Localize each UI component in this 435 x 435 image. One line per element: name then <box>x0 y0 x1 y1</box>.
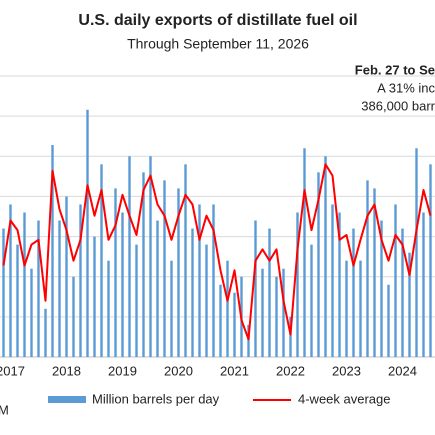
bar <box>170 260 173 357</box>
bar <box>310 244 313 357</box>
bar <box>163 180 166 357</box>
bar <box>289 316 292 357</box>
bar <box>23 212 26 357</box>
x-tick-label: 2023 <box>332 363 361 378</box>
bar <box>373 188 376 357</box>
annotation: Feb. 27 to Se <box>355 62 435 77</box>
bar <box>226 260 229 357</box>
bar <box>366 180 369 357</box>
bar <box>205 244 208 357</box>
bar <box>303 148 306 357</box>
annotation: 386,000 barr <box>361 98 435 113</box>
bar <box>212 204 215 357</box>
legend-swatch <box>48 396 86 403</box>
legend-label: Million barrels per day <box>92 391 220 406</box>
x-tick-label: 2017 <box>0 363 25 378</box>
bar <box>282 268 285 357</box>
bar <box>93 236 96 357</box>
bar <box>100 164 103 357</box>
plot-area: 2017 2018 2019 2020 2021 2022 2023 2024 <box>0 75 435 378</box>
x-tick-label: 2019 <box>108 363 137 378</box>
x-tick-label: 2021 <box>220 363 249 378</box>
bar <box>408 252 411 357</box>
bar <box>107 260 110 357</box>
x-tick-label: 2024 <box>388 363 417 378</box>
bar <box>2 228 5 357</box>
x-tick-label: 2022 <box>276 363 305 378</box>
bar <box>135 244 138 357</box>
bar <box>191 228 194 357</box>
bar <box>58 220 61 357</box>
bar <box>156 220 159 357</box>
bar <box>30 268 33 357</box>
bar <box>359 260 362 357</box>
bar <box>198 204 201 357</box>
bar <box>65 196 68 357</box>
bar <box>9 204 12 357</box>
bar <box>128 156 131 357</box>
chart-subtitle: Through September 11, 2026 <box>127 36 309 52</box>
bar <box>429 164 432 357</box>
annotation: A 31% inc <box>377 80 435 95</box>
bar <box>177 188 180 357</box>
bar <box>233 292 236 357</box>
chart-title: U.S. daily exports of distillate fuel oi… <box>78 12 357 29</box>
x-tick-label: 2020 <box>164 363 193 378</box>
bar <box>331 204 334 357</box>
bar <box>317 172 320 357</box>
bar <box>401 228 404 357</box>
bar <box>338 212 341 357</box>
bar <box>247 324 250 357</box>
bar <box>72 276 75 357</box>
note: M <box>0 402 9 417</box>
bar <box>296 212 299 357</box>
bar <box>114 188 117 357</box>
bar <box>324 156 327 357</box>
bar <box>149 156 152 357</box>
bar <box>44 308 47 357</box>
bar <box>51 145 54 357</box>
bar <box>380 220 383 357</box>
line <box>2 163 432 341</box>
bar <box>387 284 390 357</box>
bar <box>415 148 418 357</box>
bar <box>422 212 425 357</box>
bar <box>268 228 271 357</box>
bar <box>394 204 397 357</box>
bar <box>121 212 124 357</box>
bar <box>79 204 82 357</box>
legend-label: 4-week average <box>298 391 391 406</box>
x-tick-label: 2018 <box>52 363 81 378</box>
bar <box>16 244 19 357</box>
bar <box>345 260 348 357</box>
bar <box>352 228 355 357</box>
bar <box>254 220 257 357</box>
bar <box>86 109 89 357</box>
bar <box>275 276 278 357</box>
bar <box>184 164 187 357</box>
bar <box>261 268 264 357</box>
bar <box>142 172 145 357</box>
bar <box>219 284 222 357</box>
bar <box>37 220 40 357</box>
